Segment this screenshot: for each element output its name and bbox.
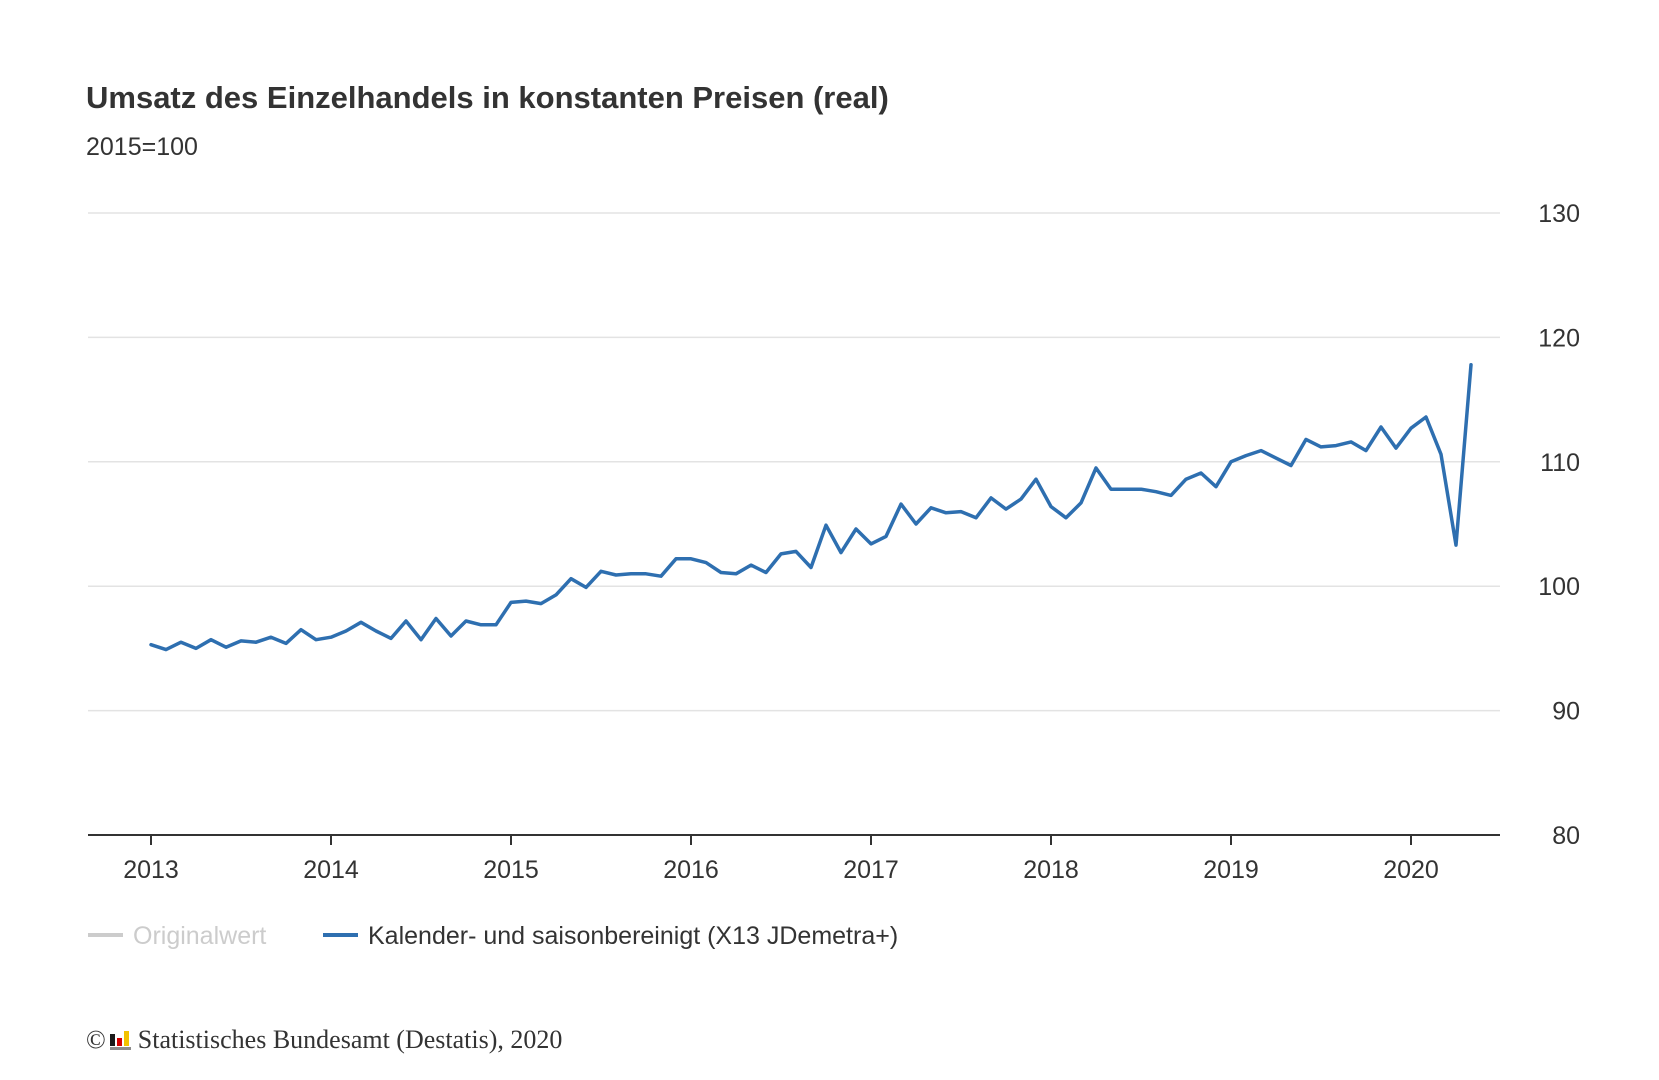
y-tick-label: 120: [1538, 324, 1580, 352]
y-tick-label: 100: [1538, 573, 1580, 601]
y-tick-label: 90: [1552, 698, 1580, 726]
y-tick-label: 130: [1538, 200, 1580, 228]
destatis-logo-icon: [109, 1030, 132, 1050]
chart-subtitle: 2015=100: [86, 133, 198, 161]
footer-credit: © Statistisches Bundesamt (Destatis), 20…: [86, 1025, 562, 1055]
x-tick-label: 2014: [303, 856, 359, 884]
x-tick-label: 2019: [1203, 856, 1259, 884]
legend-item-0[interactable]: Originalwert: [88, 922, 266, 950]
x-tick-label: 2018: [1023, 856, 1079, 884]
x-tick-label: 2015: [483, 856, 539, 884]
x-tick-label: 2013: [123, 856, 179, 884]
legend-label: Kalender- und saisonbereinigt (X13 JDeme…: [368, 922, 898, 950]
y-tick-label: 110: [1540, 449, 1580, 477]
series-layer: [149, 363, 1473, 652]
source-text: Statistisches Bundesamt (Destatis), 2020: [137, 1025, 563, 1054]
y-axis: 130 120 110 100 90 80: [1538, 200, 1580, 850]
x-tick-label: 2020: [1383, 856, 1439, 884]
legend-label: Originalwert: [133, 922, 266, 950]
series-line-0: [149, 363, 1473, 652]
chart-title: Umsatz des Einzelhandels in konstanten P…: [86, 80, 889, 115]
copyright-symbol: ©: [86, 1025, 106, 1054]
x-tick-label: 2016: [663, 856, 719, 884]
x-axis: 2013 2014 2015 2016 2017 2018 2019 2020: [88, 834, 1500, 884]
y-tick-label: 80: [1552, 822, 1580, 850]
legend-item-1[interactable]: Kalender- und saisonbereinigt (X13 JDeme…: [323, 922, 898, 950]
legend[interactable]: Originalwert Kalender- und saisonbereinig…: [88, 922, 898, 950]
x-tick-label: 2017: [843, 856, 899, 884]
gridlines: [88, 212, 1500, 712]
